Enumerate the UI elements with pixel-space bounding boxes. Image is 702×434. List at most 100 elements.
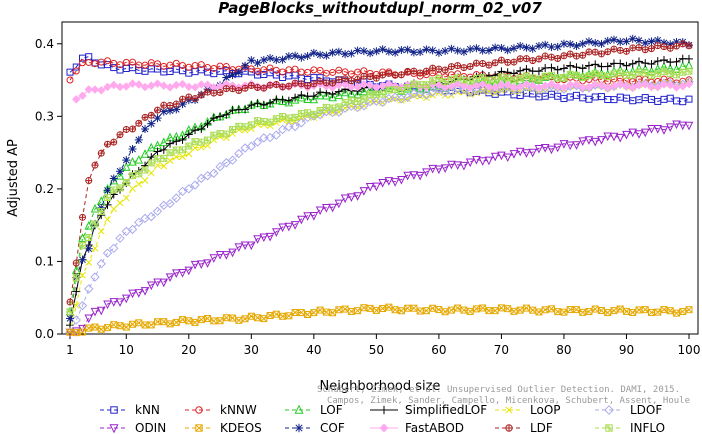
data-point-ldf xyxy=(516,55,524,63)
data-point-cof xyxy=(328,48,337,57)
data-point-simplifiedlof xyxy=(316,88,325,97)
y-tick-label: 0.0 xyxy=(35,327,54,341)
data-point-knnw xyxy=(266,64,274,72)
data-point-fastabod xyxy=(628,83,638,92)
data-point-cof xyxy=(272,55,281,64)
data-point-inflo xyxy=(266,118,274,126)
data-point-cof xyxy=(234,68,243,77)
data-point-kdeos xyxy=(210,317,218,325)
data-point-ldf xyxy=(591,48,599,56)
data-point-kdeos xyxy=(304,311,312,319)
data-point-simplifiedlof xyxy=(172,137,181,146)
data-point-inflo xyxy=(191,138,199,146)
data-point-cof xyxy=(159,107,168,116)
legend: kNN kNNW LOF SimplifiedLOF LoOP LDOF ODIN KDEOS… xyxy=(100,403,665,434)
data-point-fastabod xyxy=(71,94,81,104)
data-point-loop xyxy=(135,180,143,188)
data-point-simplifiedlof xyxy=(622,61,631,70)
data-point-knnw xyxy=(254,67,262,75)
data-point-ldf xyxy=(385,69,393,77)
data-point-ldof xyxy=(377,97,388,107)
data-point-odin xyxy=(615,133,625,143)
data-point-ldof xyxy=(452,83,463,94)
legend-label: SimplifiedLOF xyxy=(405,403,487,417)
y-tick-label: 0.4 xyxy=(35,37,54,51)
data-point-cof xyxy=(172,105,181,114)
data-point-inflo xyxy=(104,194,112,202)
data-point-loop xyxy=(185,150,193,158)
series-layer xyxy=(65,34,694,338)
data-point-odin xyxy=(397,175,406,185)
data-point-cof xyxy=(466,45,475,54)
data-point-lof xyxy=(115,171,125,180)
data-point-ldf xyxy=(347,77,355,85)
data-point-odin xyxy=(253,235,262,244)
legend-item-knnw: kNNW xyxy=(185,403,257,417)
data-point-odin xyxy=(178,269,187,278)
data-point-cof xyxy=(297,53,306,62)
legend-item-simplifiedlof: SimplifiedLOF xyxy=(370,403,487,417)
data-point-simplifiedlof xyxy=(216,112,225,121)
data-point-inflo xyxy=(285,114,293,122)
data-point-simplifiedlof xyxy=(578,64,587,73)
data-point-lof xyxy=(315,90,325,100)
data-point-odin xyxy=(509,150,519,159)
data-point-inflo xyxy=(91,220,99,228)
data-point-lof xyxy=(121,162,131,171)
data-point-fastabod xyxy=(584,82,594,92)
data-point-inflo xyxy=(554,74,562,82)
data-point-fastabod xyxy=(340,80,350,89)
data-point-knnw xyxy=(179,61,187,69)
data-point-cof xyxy=(403,45,412,54)
data-point-odin xyxy=(121,294,131,304)
data-point-ldof xyxy=(102,248,113,258)
data-point-kdeos xyxy=(341,305,349,313)
data-point-simplifiedlof xyxy=(159,145,168,154)
data-point-ldf xyxy=(266,81,274,89)
data-point-ldof xyxy=(234,148,244,159)
data-point-simplifiedlof xyxy=(672,57,681,66)
data-point-cof xyxy=(566,40,575,49)
data-point-odin xyxy=(559,140,569,149)
data-point-ldf xyxy=(272,80,280,88)
data-point-ldof xyxy=(334,107,344,117)
data-point-odin xyxy=(503,153,512,163)
data-point-inflo xyxy=(97,208,105,216)
data-point-fastabod xyxy=(640,79,650,89)
data-point-ldf xyxy=(154,106,162,114)
data-point-knnw xyxy=(279,68,287,76)
legend-item-knn: kNN xyxy=(100,403,160,417)
data-point-ldof xyxy=(77,300,88,311)
data-point-odin xyxy=(415,171,425,181)
data-point-fastabod xyxy=(134,80,144,89)
data-point-inflo xyxy=(529,74,537,82)
data-point-odin xyxy=(146,281,156,291)
data-point-inflo xyxy=(422,81,430,89)
data-point-lof xyxy=(90,203,100,213)
data-point-inflo xyxy=(204,136,212,144)
data-point-ldf xyxy=(210,89,218,97)
data-point-inflo xyxy=(679,68,687,76)
series-line-loop xyxy=(69,81,690,333)
data-point-inflo xyxy=(247,121,255,129)
data-point-ldf xyxy=(254,84,262,92)
data-point-fastabod xyxy=(522,79,531,89)
data-point-ldf xyxy=(360,72,368,80)
data-point-ldof xyxy=(215,161,225,172)
data-point-ldf xyxy=(435,65,443,73)
series-ldf xyxy=(66,40,693,306)
data-point-odin xyxy=(115,298,125,307)
legend-marker xyxy=(195,424,203,432)
data-point-ldof xyxy=(290,121,300,132)
data-point-lof xyxy=(134,155,144,164)
data-point-cof xyxy=(378,45,387,54)
data-point-ldof xyxy=(246,141,257,151)
legend-label: LDF xyxy=(530,421,553,434)
legend-label: INFLO xyxy=(630,421,665,434)
legend-label: kNNW xyxy=(220,403,257,417)
data-point-inflo xyxy=(135,170,143,178)
data-point-kdeos xyxy=(172,318,180,326)
data-point-ldf xyxy=(354,76,362,84)
watermark-line-2: Campos, Zimek, Sander, Campello, Micenko… xyxy=(327,396,690,406)
data-point-cof xyxy=(509,44,518,53)
